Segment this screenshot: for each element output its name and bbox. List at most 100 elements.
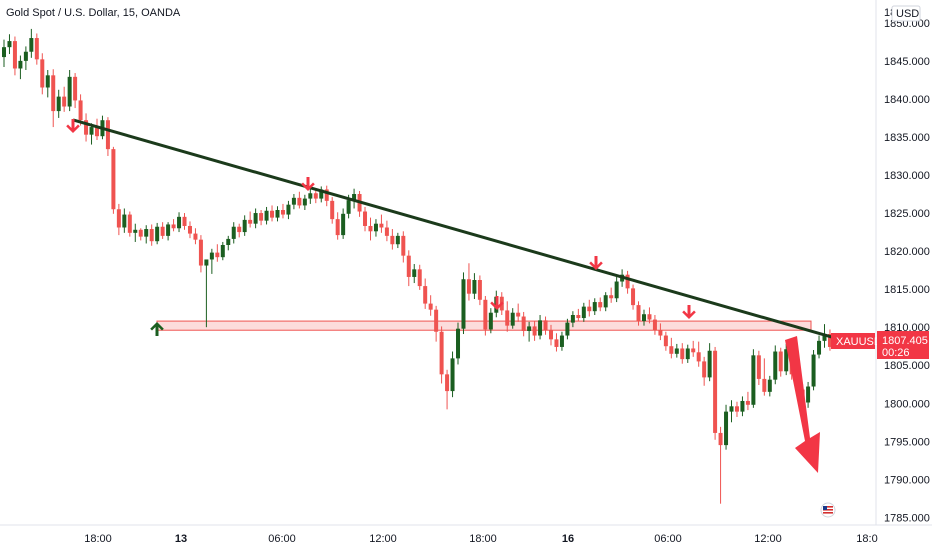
candle-body[interactable]	[276, 210, 280, 218]
candle-body[interactable]	[7, 41, 11, 47]
candle-body[interactable]	[751, 355, 755, 404]
candle-body[interactable]	[336, 219, 340, 235]
candle-body[interactable]	[653, 320, 657, 331]
candle-body[interactable]	[308, 193, 312, 198]
candle-body[interactable]	[90, 127, 94, 135]
candle-body[interactable]	[658, 330, 662, 335]
candle-body[interactable]	[680, 348, 684, 359]
candle-body[interactable]	[669, 346, 673, 354]
candle-body[interactable]	[740, 401, 744, 412]
candle-body[interactable]	[18, 61, 22, 69]
candle-body[interactable]	[232, 227, 236, 239]
candle-body[interactable]	[111, 149, 115, 209]
candle-body[interactable]	[117, 209, 121, 227]
candle-body[interactable]	[730, 406, 734, 411]
candle-body[interactable]	[812, 355, 816, 387]
candle-body[interactable]	[817, 341, 821, 355]
candle-body[interactable]	[40, 59, 44, 87]
candle-body[interactable]	[757, 355, 761, 379]
candle-body[interactable]	[724, 412, 728, 445]
candle-body[interactable]	[565, 323, 569, 336]
candle-body[interactable]	[265, 211, 269, 221]
candle-body[interactable]	[297, 198, 301, 206]
candle-body[interactable]	[642, 314, 646, 321]
candle-body[interactable]	[363, 212, 367, 226]
candle-body[interactable]	[330, 201, 334, 219]
candle-body[interactable]	[286, 205, 290, 215]
candle-body[interactable]	[675, 348, 679, 353]
candle-body[interactable]	[412, 269, 416, 277]
candle-body[interactable]	[155, 227, 159, 241]
candle-body[interactable]	[73, 77, 77, 101]
candle-body[interactable]	[445, 374, 449, 391]
candle-body[interactable]	[609, 295, 613, 298]
candle-body[interactable]	[713, 351, 717, 433]
candle-body[interactable]	[106, 120, 110, 149]
candle-body[interactable]	[210, 253, 214, 260]
candle-body[interactable]	[527, 326, 531, 331]
candle-body[interactable]	[686, 348, 690, 359]
candle-body[interactable]	[341, 214, 345, 235]
candle-body[interactable]	[172, 224, 176, 228]
candle-body[interactable]	[385, 228, 389, 236]
candle-body[interactable]	[51, 75, 55, 111]
candle-body[interactable]	[183, 217, 187, 226]
candle-body[interactable]	[691, 348, 695, 352]
candle-body[interactable]	[456, 329, 460, 359]
candle-body[interactable]	[467, 279, 471, 293]
candle-body[interactable]	[188, 226, 192, 234]
candle-body[interactable]	[407, 256, 411, 277]
candle-body[interactable]	[243, 220, 247, 232]
candle-body[interactable]	[62, 97, 66, 107]
candle-body[interactable]	[522, 317, 526, 331]
candle-body[interactable]	[193, 234, 197, 240]
candle-body[interactable]	[762, 379, 766, 392]
candle-body[interactable]	[637, 305, 641, 321]
candle-body[interactable]	[122, 215, 126, 228]
candle-body[interactable]	[806, 387, 810, 403]
candle-body[interactable]	[226, 239, 230, 245]
candle-body[interactable]	[379, 224, 383, 228]
candle-body[interactable]	[292, 198, 296, 205]
candle-body[interactable]	[440, 332, 444, 375]
candle-body[interactable]	[57, 97, 61, 111]
candle-body[interactable]	[593, 302, 597, 311]
candle-body[interactable]	[24, 52, 28, 61]
candle-body[interactable]	[697, 352, 701, 361]
candle-body[interactable]	[281, 210, 285, 215]
candle-body[interactable]	[560, 336, 564, 347]
candle-body[interactable]	[166, 224, 170, 235]
candle-body[interactable]	[221, 245, 225, 257]
candle-body[interactable]	[746, 401, 750, 405]
candle-body[interactable]	[549, 330, 553, 339]
candle-body[interactable]	[604, 295, 608, 307]
candle-body[interactable]	[161, 227, 165, 236]
candle-body[interactable]	[237, 227, 241, 232]
candle-body[interactable]	[46, 75, 50, 87]
candle-body[interactable]	[13, 41, 17, 68]
candle-body[interactable]	[347, 200, 351, 214]
candle-body[interactable]	[544, 320, 548, 330]
candle-body[interactable]	[79, 100, 83, 120]
candle-body[interactable]	[587, 307, 591, 312]
candle-body[interactable]	[139, 230, 143, 237]
candle-body[interactable]	[735, 406, 739, 411]
candle-body[interactable]	[215, 253, 219, 258]
candle-body[interactable]	[418, 269, 422, 286]
candle-body[interactable]	[150, 229, 154, 241]
candle-body[interactable]	[254, 213, 258, 224]
candle-body[interactable]	[390, 236, 394, 244]
candle-body[interactable]	[489, 313, 493, 330]
candle-body[interactable]	[472, 280, 476, 294]
candle-body[interactable]	[768, 380, 772, 392]
candle-body[interactable]	[571, 315, 575, 323]
candle-body[interactable]	[368, 226, 372, 231]
candle-body[interactable]	[483, 300, 487, 330]
candle-body[interactable]	[708, 351, 712, 378]
candle-body[interactable]	[259, 213, 263, 221]
candle-body[interactable]	[314, 193, 318, 198]
candle-body[interactable]	[270, 211, 274, 218]
candle-body[interactable]	[177, 217, 181, 228]
candle-body[interactable]	[429, 304, 433, 310]
candle-body[interactable]	[702, 361, 706, 377]
